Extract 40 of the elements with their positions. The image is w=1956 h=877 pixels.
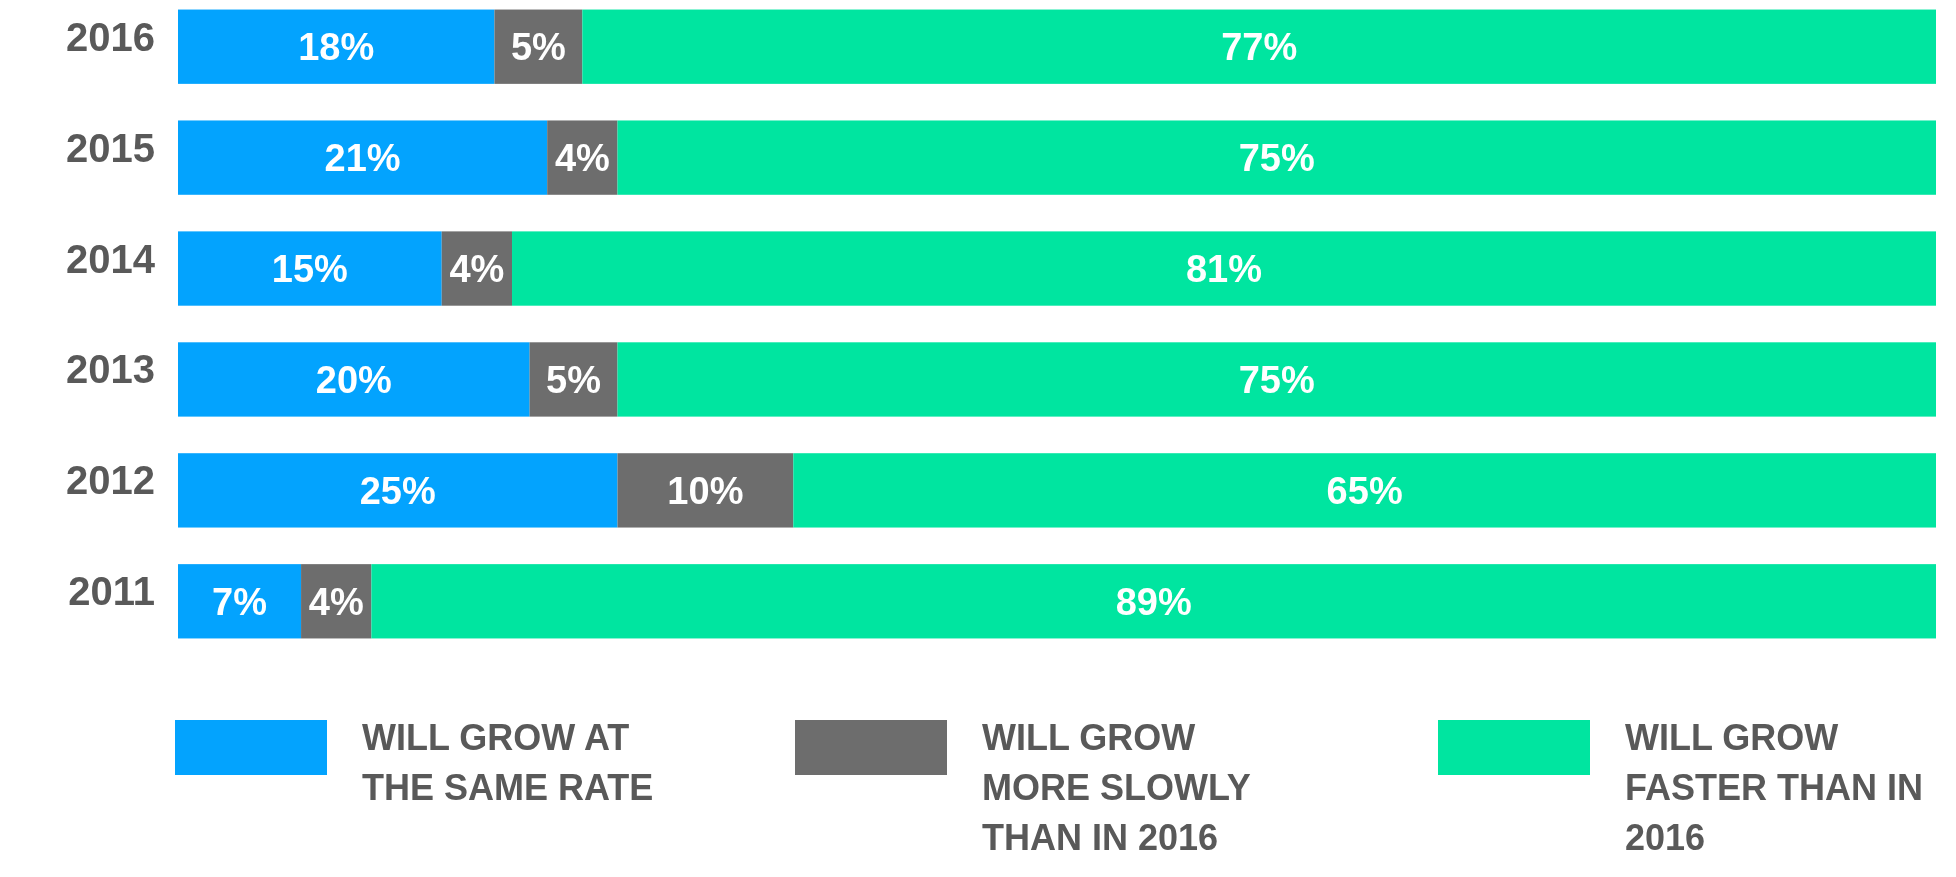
data-label: 4% xyxy=(308,580,364,623)
data-label: 25% xyxy=(359,469,436,512)
data-label: 5% xyxy=(546,358,602,401)
bar xyxy=(793,453,1936,528)
y-tick-label: 2015 xyxy=(66,125,155,170)
data-label: 18% xyxy=(298,26,375,68)
data-label: 4% xyxy=(554,136,610,179)
data-label: 21% xyxy=(324,136,401,179)
y-tick-label: 2016 xyxy=(66,14,155,59)
bar xyxy=(617,342,1936,417)
legend-label: WILL GROW AT THE SAME RATE xyxy=(362,717,654,808)
bar xyxy=(617,453,794,528)
data-label: 5% xyxy=(510,26,566,68)
data-label: 7% xyxy=(212,580,267,623)
bar xyxy=(178,231,442,306)
legend-label: WILL GROW MORE SLOWLY THAN IN 2016 xyxy=(982,717,1251,858)
bar xyxy=(178,564,302,639)
data-label: 15% xyxy=(271,247,348,290)
bar xyxy=(371,564,1936,639)
data-label: 10% xyxy=(667,469,744,512)
data-label: 81% xyxy=(1185,247,1263,290)
bar xyxy=(582,9,1936,84)
data-label: 65% xyxy=(1326,469,1403,512)
bar xyxy=(617,120,1936,195)
data-label: 77% xyxy=(1221,26,1298,68)
data-label: 20% xyxy=(315,358,392,401)
bar xyxy=(178,120,548,195)
data-label: 4% xyxy=(449,247,505,290)
bar xyxy=(178,453,618,528)
bar xyxy=(178,9,495,84)
data-label: 89% xyxy=(1115,580,1192,623)
legend-label: WILL GROW FASTER THAN IN 2016 xyxy=(1625,717,1924,858)
y-tick-label: 2013 xyxy=(66,347,155,392)
data-label: 75% xyxy=(1238,136,1315,179)
bar xyxy=(512,231,1936,306)
y-tick-label: 2014 xyxy=(66,236,156,281)
y-tick-label: 2012 xyxy=(66,458,155,503)
bar xyxy=(178,342,530,417)
y-tick-label: 2011 xyxy=(68,569,155,614)
data-label: 75% xyxy=(1238,358,1315,401)
